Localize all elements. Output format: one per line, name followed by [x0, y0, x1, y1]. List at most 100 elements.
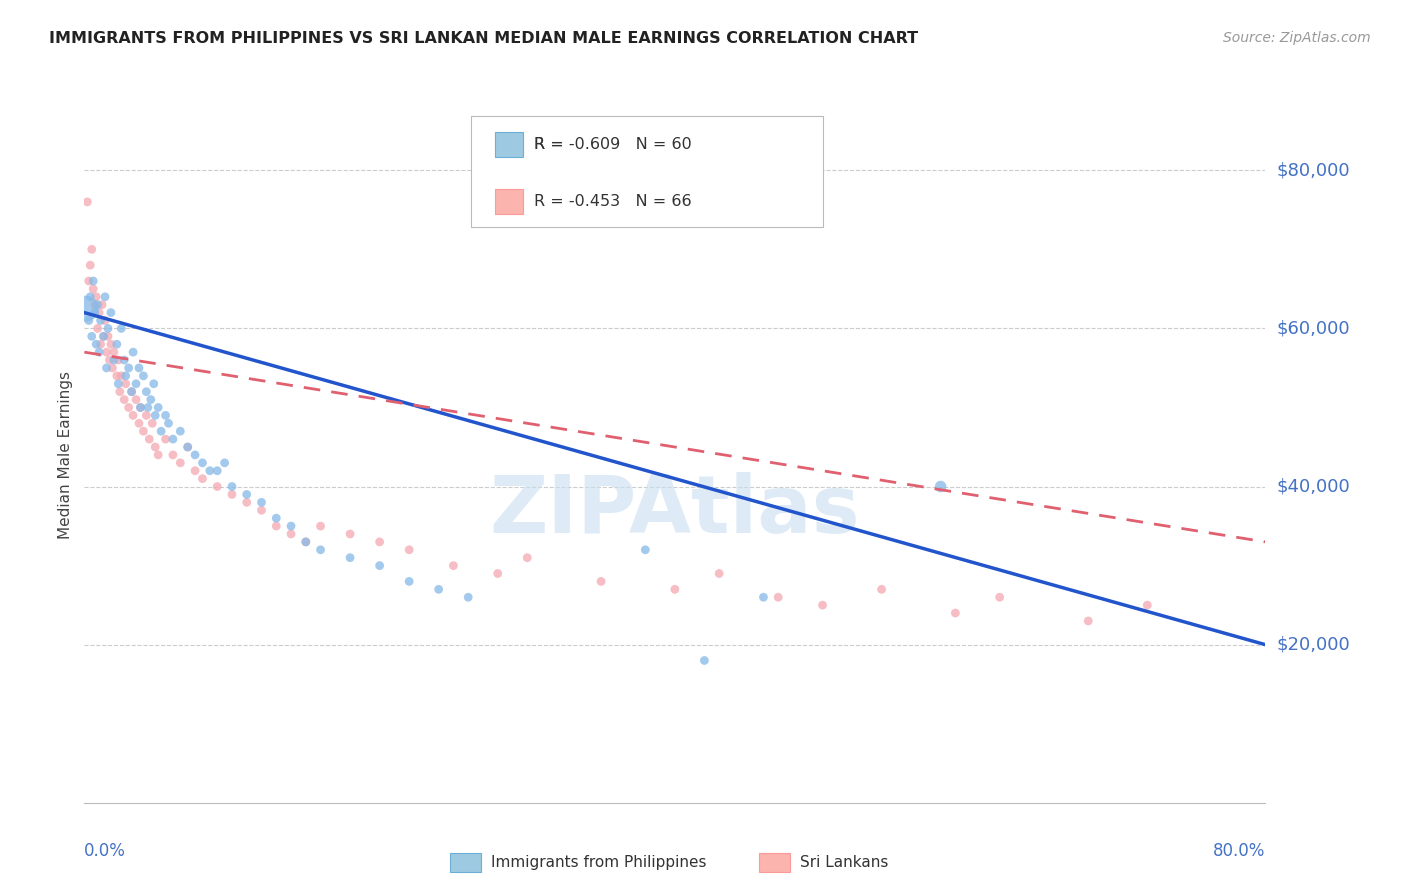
Point — [121, 384, 143, 399]
Point — [135, 409, 157, 423]
Point — [79, 290, 101, 304]
Point — [76, 194, 98, 209]
Point — [87, 305, 111, 319]
Text: $60,000: $60,000 — [1277, 319, 1350, 337]
Point — [114, 376, 136, 391]
Point — [121, 384, 143, 399]
Point — [427, 582, 450, 597]
Point — [82, 282, 104, 296]
Point — [75, 301, 97, 316]
Point — [103, 345, 125, 359]
Point — [84, 337, 107, 351]
Point — [768, 591, 790, 605]
Point — [457, 591, 479, 605]
Point — [664, 582, 686, 597]
Point — [155, 409, 177, 423]
Point — [132, 368, 155, 383]
Point — [235, 495, 259, 509]
Point — [94, 290, 117, 304]
Point — [97, 329, 120, 343]
Text: IMMIGRANTS FROM PHILIPPINES VS SRI LANKAN MEDIAN MALE EARNINGS CORRELATION CHART: IMMIGRANTS FROM PHILIPPINES VS SRI LANKA… — [49, 31, 918, 46]
Point — [143, 440, 166, 454]
Point — [114, 368, 136, 383]
Point — [177, 440, 200, 454]
Point — [80, 243, 103, 257]
Point — [96, 345, 118, 359]
Point — [250, 495, 273, 509]
Point — [139, 392, 162, 407]
Point — [141, 417, 163, 431]
Text: Immigrants from Philippines: Immigrants from Philippines — [491, 855, 706, 870]
Point — [752, 591, 775, 605]
Point — [309, 542, 332, 557]
Point — [339, 527, 361, 541]
Point — [93, 329, 115, 343]
Point — [100, 305, 122, 319]
Text: $80,000: $80,000 — [1277, 161, 1350, 179]
Point — [177, 440, 200, 454]
Point — [90, 313, 112, 327]
Point — [148, 401, 170, 415]
Point — [870, 582, 893, 597]
Text: Sri Lankans: Sri Lankans — [800, 855, 889, 870]
Point — [264, 511, 288, 525]
Point — [295, 535, 318, 549]
Point — [157, 417, 180, 431]
Point — [264, 519, 288, 533]
Point — [79, 258, 101, 272]
Point — [83, 305, 105, 319]
Point — [87, 345, 111, 359]
Point — [122, 409, 145, 423]
Point — [86, 321, 108, 335]
Point — [107, 353, 129, 368]
Point — [339, 550, 361, 565]
Point — [945, 606, 967, 620]
Point — [486, 566, 509, 581]
Point — [96, 361, 118, 376]
Point — [221, 487, 243, 501]
Point — [280, 527, 302, 541]
Point — [988, 591, 1011, 605]
Point — [205, 479, 228, 493]
Point — [250, 503, 273, 517]
Point — [205, 464, 228, 478]
Y-axis label: Median Male Earnings: Median Male Earnings — [58, 371, 73, 539]
Point — [441, 558, 464, 573]
Point — [80, 329, 103, 343]
Point — [162, 448, 184, 462]
Point — [90, 337, 112, 351]
Point — [184, 448, 207, 462]
Text: R = -0.609   N = 60: R = -0.609 N = 60 — [534, 137, 692, 152]
Point — [101, 361, 124, 376]
Point — [162, 432, 184, 446]
Point — [155, 432, 177, 446]
Point — [125, 376, 148, 391]
Point — [693, 653, 716, 667]
Text: R = -0.453   N = 66: R = -0.453 N = 66 — [534, 194, 692, 209]
Point — [136, 401, 159, 415]
Text: 0.0%: 0.0% — [84, 842, 127, 860]
Point — [1077, 614, 1099, 628]
Point — [368, 535, 391, 549]
Point — [94, 313, 117, 327]
Point — [98, 353, 121, 368]
Point — [110, 368, 132, 383]
Point — [169, 424, 191, 438]
Point — [148, 448, 170, 462]
Point — [97, 321, 120, 335]
Point — [143, 409, 166, 423]
Point — [118, 401, 141, 415]
Point — [105, 368, 128, 383]
Point — [309, 519, 332, 533]
Text: $20,000: $20,000 — [1277, 636, 1350, 654]
Point — [122, 345, 145, 359]
Point — [516, 550, 538, 565]
Point — [82, 274, 104, 288]
Point — [169, 456, 191, 470]
Point — [198, 464, 221, 478]
Point — [811, 598, 834, 612]
Point — [138, 432, 160, 446]
Point — [112, 353, 135, 368]
Point — [929, 479, 952, 493]
Point — [184, 464, 207, 478]
